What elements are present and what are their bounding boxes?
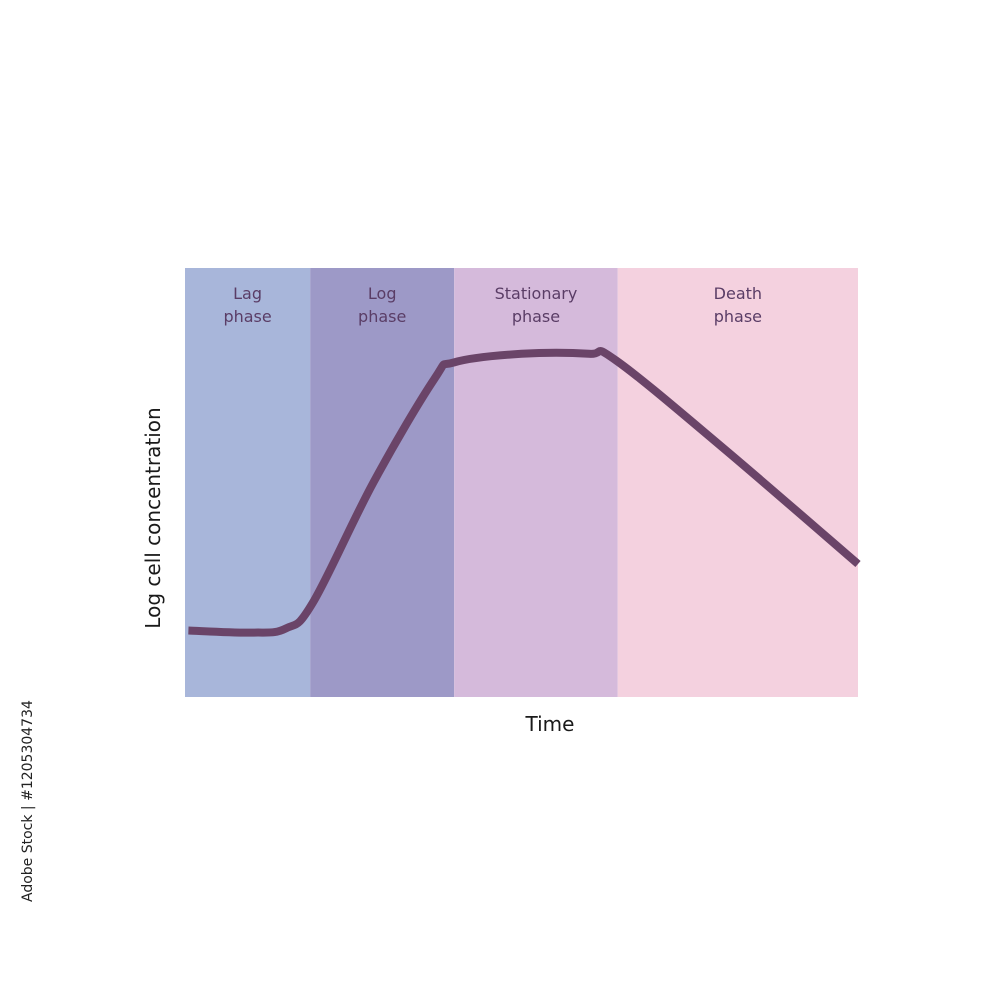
phase-band-3 bbox=[454, 268, 618, 697]
phase-labels: Lag phase Log phase Stationary phase Death phas… bbox=[223, 284, 762, 326]
y-axis-label: Log cell concentration bbox=[141, 407, 165, 628]
series-line-1 bbox=[188, 347, 861, 637]
series-layer bbox=[188, 347, 861, 637]
x-axis-label: Time bbox=[525, 712, 575, 736]
phase-band-2 bbox=[310, 268, 455, 697]
phase-band-4 bbox=[617, 268, 858, 697]
phase-label-4-1: Death bbox=[714, 284, 762, 303]
phase-label-4-2: phase bbox=[714, 307, 762, 326]
phase-label-1-2: phase bbox=[223, 307, 271, 326]
phase-label-1-1: Lag bbox=[233, 284, 262, 303]
phase-label-2-1: Log bbox=[368, 284, 397, 303]
phase-label-3-1: Stationary bbox=[495, 284, 578, 303]
stock-watermark-id: Adobe Stock | #1205304734 bbox=[12, 700, 42, 902]
phase-label-2-2: phase bbox=[358, 307, 406, 326]
stock-id-text: Adobe Stock | #1205304734 bbox=[20, 700, 36, 902]
phase-bands bbox=[185, 268, 858, 697]
phase-label-3-2: phase bbox=[512, 307, 560, 326]
